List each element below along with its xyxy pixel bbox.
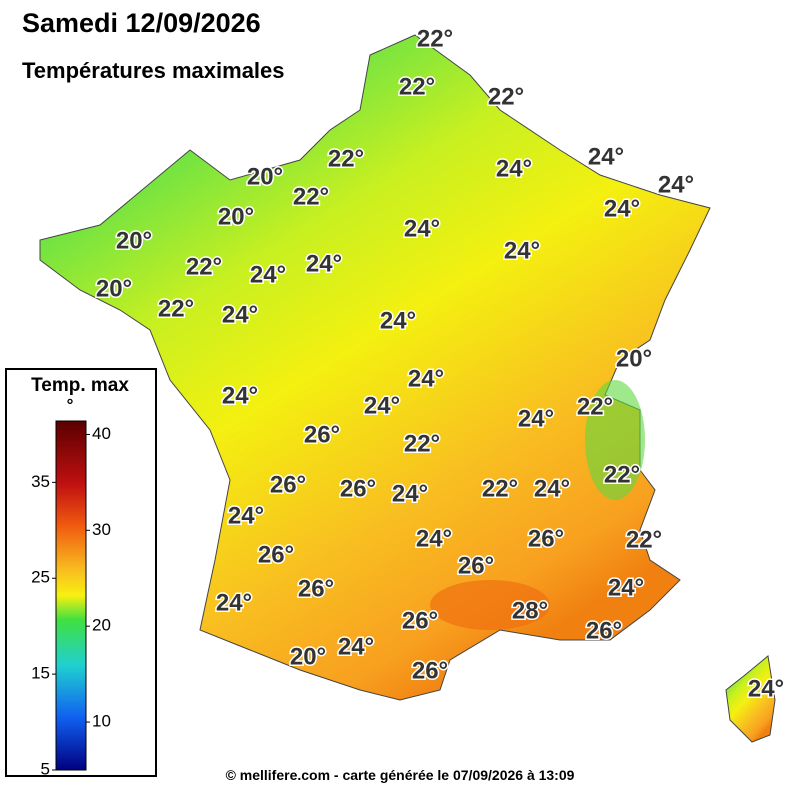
temp-label: 22° [604,461,640,488]
legend-unit: ° [67,395,74,414]
temp-label: 26° [402,607,438,634]
temp-label: 24° [408,365,444,392]
temp-label: 28° [512,597,548,624]
temp-label: 24° [250,261,286,288]
tick-label: 10 [92,712,111,731]
temp-label: 24° [380,307,416,334]
temp-label: 26° [458,552,494,579]
cool-zone [585,380,645,500]
temp-label: 26° [340,475,376,502]
temp-label: 26° [586,617,622,644]
temp-label: 24° [364,392,400,419]
temp-label: 22° [488,83,524,110]
temp-label: 24° [416,525,452,552]
temp-label: 24° [608,574,644,601]
tick-label: 35 [31,472,50,491]
tick-label: 5 [41,759,50,778]
temp-label: 22° [293,183,329,210]
temp-label: 24° [604,195,640,222]
temp-label: 24° [496,155,532,182]
corsica [725,655,776,743]
temp-label: 22° [482,475,518,502]
temp-label: 24° [658,171,694,198]
colorbar [55,420,87,771]
temp-label: 24° [588,143,624,170]
legend-title: Temp. max [31,375,129,396]
temp-label: 24° [392,480,428,507]
tick-label: 20 [92,616,111,635]
temp-label: 24° [504,237,540,264]
france-land [39,34,711,701]
temp-label: 24° [222,382,258,409]
temp-label: 24° [534,475,570,502]
temp-label: 20° [116,227,152,254]
temp-label: 22° [158,295,194,322]
temp-label: 22° [626,526,662,553]
temp-label: 26° [298,575,334,602]
temp-label: 24° [216,589,252,616]
tick-label: 30 [92,520,111,539]
temp-label: 20° [616,345,652,372]
hot-zone [430,580,550,630]
tick-label: 25 [31,568,50,587]
temp-label: 26° [270,471,306,498]
temp-label: 24° [306,250,342,277]
tick-label: 15 [31,664,50,683]
tick-label: 40 [92,424,111,443]
temp-label: 24° [518,405,554,432]
temp-label: 20° [218,203,254,230]
temp-label: 24° [748,675,784,702]
temp-label: 20° [96,275,132,302]
temp-label: 22° [186,253,222,280]
temp-label: 26° [412,657,448,684]
subtitle: Températures maximales [22,58,285,83]
temp-label: 26° [304,421,340,448]
temp-label: 26° [528,525,564,552]
title: Samedi 12/09/2026 [22,8,261,38]
temp-label: 26° [258,541,294,568]
temp-label: 24° [338,633,374,660]
temp-label: 22° [417,25,453,52]
temp-label: 24° [404,215,440,242]
temp-label: 20° [290,643,326,670]
footer: © mellifere.com - carte générée le 07/09… [226,767,575,783]
temp-label: 22° [577,393,613,420]
temp-label: 24° [228,502,264,529]
temp-label: 24° [222,301,258,328]
temp-label: 22° [399,73,435,100]
temp-label: 22° [328,145,364,172]
temp-label: 22° [404,430,440,457]
temp-label: 20° [247,163,283,190]
